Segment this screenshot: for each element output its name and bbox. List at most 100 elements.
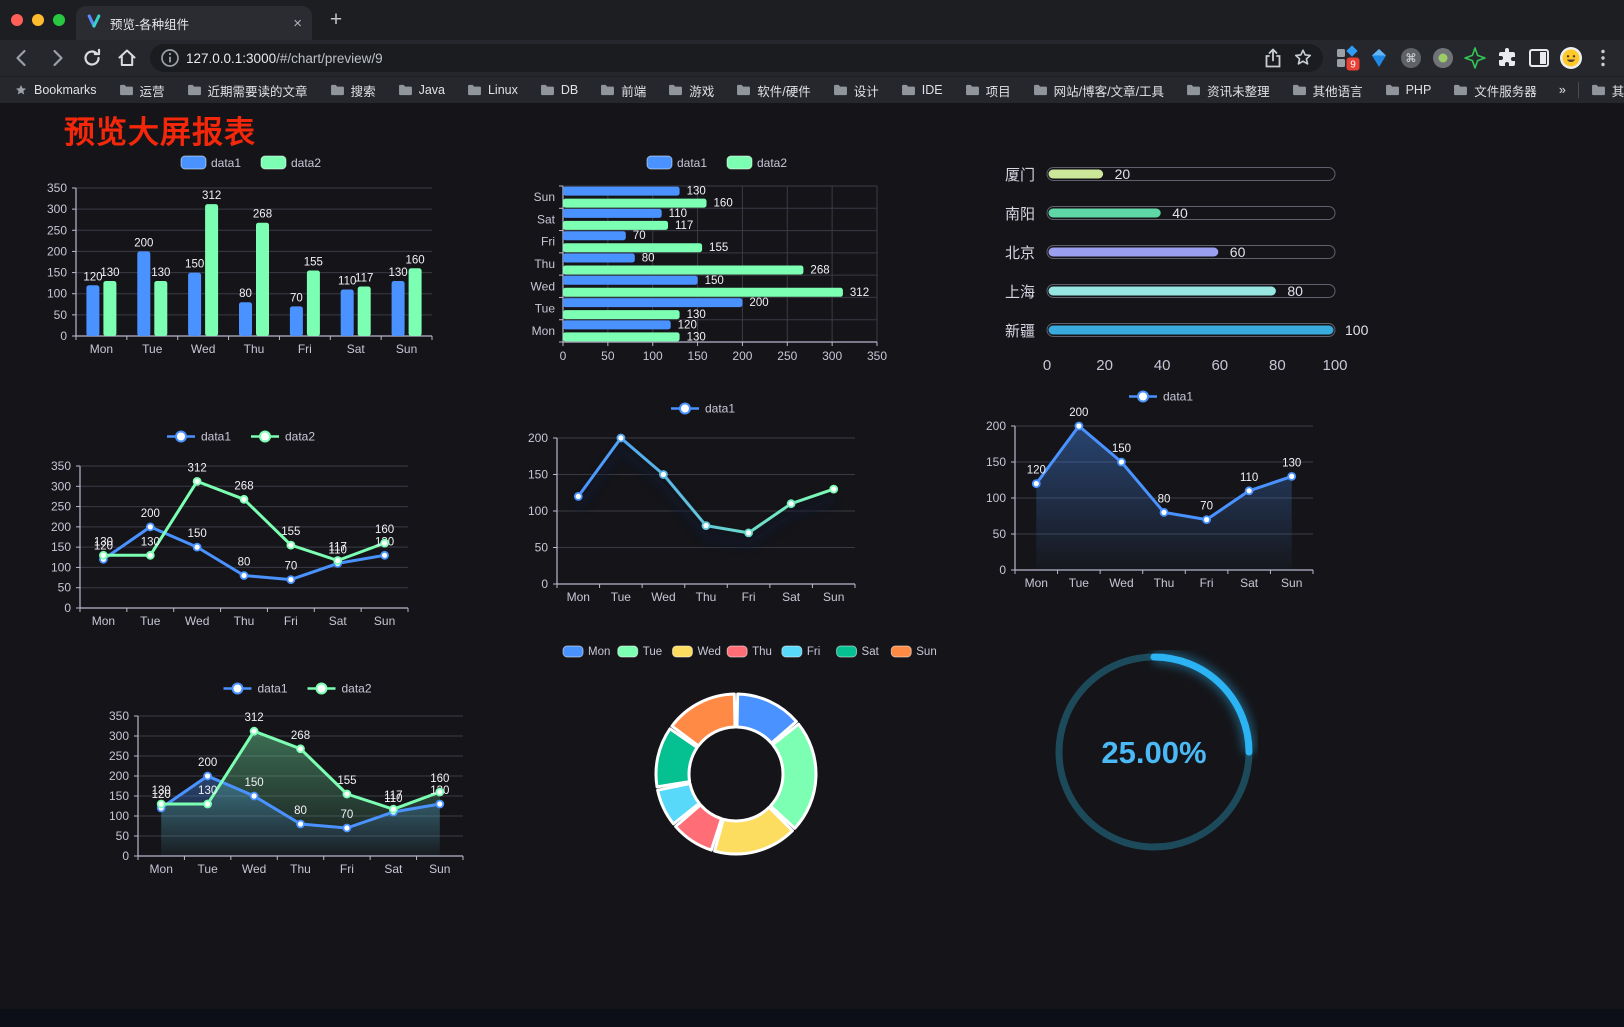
- site-info-icon[interactable]: [158, 46, 182, 70]
- svg-text:新疆: 新疆: [1005, 323, 1035, 340]
- bookmark-label: 运营: [139, 84, 165, 99]
- extensions-puzzle-icon[interactable]: [1494, 45, 1520, 71]
- command-extension-icon[interactable]: ⌘: [1398, 45, 1424, 71]
- svg-text:120: 120: [94, 540, 113, 552]
- donut-pie-chart[interactable]: Mon Tue Wed Thu Fri Sat Sun: [555, 638, 945, 890]
- svg-text:117: 117: [329, 542, 347, 554]
- svg-text:100: 100: [528, 504, 548, 518]
- bookmark-label: 项目: [985, 84, 1011, 99]
- browser-menu-icon[interactable]: [1590, 45, 1616, 71]
- bookmark-label: 搜索: [350, 84, 376, 99]
- bookmark-folder-7[interactable]: 游戏: [668, 81, 714, 100]
- multi-line-chart[interactable]: 0 50 100 150 200 250 300 350 Mon Tue Wed Thu Fri Sat S…: [42, 424, 437, 639]
- gem-extension-icon[interactable]: [1366, 45, 1392, 71]
- page-footer-strip: [0, 1009, 1624, 1027]
- bookmark-folder-11[interactable]: 项目: [965, 81, 1011, 100]
- profile-avatar[interactable]: [1558, 45, 1584, 71]
- bookmark-folder-3[interactable]: Java: [398, 83, 445, 97]
- progress-bar-chart[interactable]: 厦门 20 南阳 40 北京 60 上海 80 新疆 100 0 20 40 60 80 100: [985, 158, 1370, 380]
- bookmark-folder-9[interactable]: 设计: [833, 81, 879, 100]
- bookmark-folder-4[interactable]: Linux: [467, 83, 518, 97]
- svg-text:100: 100: [986, 491, 1006, 505]
- svg-text:厦门: 厦门: [1005, 167, 1035, 184]
- bookmark-folder-12[interactable]: 网站/博客/文章/工具: [1033, 81, 1164, 100]
- new-tab-button[interactable]: +: [329, 8, 343, 31]
- svg-text:110: 110: [384, 793, 402, 805]
- folder-icon: [1454, 84, 1468, 96]
- svg-text:120: 120: [83, 271, 102, 283]
- record-extension-icon[interactable]: [1430, 45, 1456, 71]
- dashboard-content: 预览大屏报表 0 50 100 150 200 250 300 350 Mon Tue Wed Thu…: [0, 103, 1624, 1027]
- bookmark-folder-1[interactable]: 近期需要读的文章: [187, 81, 308, 100]
- bookmark-star-icon[interactable]: [1291, 46, 1315, 70]
- tab-favicon-icon: [86, 13, 102, 34]
- url-host: 127.0.0.1:3000: [186, 50, 277, 66]
- multi-area-line-chart[interactable]: 0 50 100 150 200 250 300 350 Mon Tue Wed Thu Fri Sat S…: [100, 672, 495, 887]
- svg-text:155: 155: [337, 775, 356, 787]
- maximize-window-button[interactable]: [53, 14, 65, 26]
- svg-text:20: 20: [1096, 357, 1113, 374]
- svg-text:300: 300: [822, 349, 842, 363]
- other-bookmarks[interactable]: 其他书签: [1591, 81, 1624, 100]
- home-button[interactable]: [114, 45, 140, 71]
- green-star-extension-icon[interactable]: [1462, 45, 1488, 71]
- minimize-window-button[interactable]: [32, 14, 44, 26]
- bookmark-label: 游戏: [689, 84, 715, 99]
- forward-button[interactable]: [44, 45, 70, 71]
- side-panel-icon[interactable]: [1526, 45, 1552, 71]
- bookmark-folder-10[interactable]: IDE: [901, 83, 943, 97]
- bookmark-folder-13[interactable]: 资讯未整理: [1186, 81, 1270, 100]
- browser-tab[interactable]: 预览-各种组件 ×: [76, 6, 312, 40]
- folder-icon: [1187, 84, 1201, 96]
- bookmark-folder-6[interactable]: 前端: [600, 81, 646, 100]
- extension-grid-icon[interactable]: 9: [1334, 45, 1360, 71]
- bookmark-folder-5[interactable]: DB: [540, 83, 578, 97]
- svg-text:350: 350: [109, 709, 129, 723]
- tab-close-icon[interactable]: ×: [293, 14, 302, 32]
- bookmark-bookmarks[interactable]: Bookmarks: [14, 83, 97, 97]
- bookmark-label: 近期需要读的文章: [207, 84, 308, 99]
- progress-gauge[interactable]: 25.00%: [1053, 650, 1258, 858]
- address-bar[interactable]: 127.0.0.1:3000 /#/chart/preview/9: [150, 44, 1323, 72]
- svg-text:Sun: Sun: [374, 614, 395, 628]
- svg-text:Tue: Tue: [142, 342, 163, 356]
- svg-text:Thu: Thu: [290, 862, 311, 876]
- svg-text:130: 130: [388, 267, 407, 279]
- svg-text:Wed: Wed: [191, 342, 215, 356]
- folder-icon: [119, 84, 133, 96]
- svg-text:80: 80: [642, 253, 655, 265]
- area-line-chart[interactable]: 0 50 100 150 200 Mon Tue Wed Thu Fri Sat Sun 120 200 1…: [975, 386, 1375, 594]
- bookmark-label: 前端: [621, 84, 647, 99]
- bookmark-folder-0[interactable]: 运营: [119, 81, 165, 100]
- svg-text:Mon: Mon: [588, 646, 610, 658]
- svg-text:117: 117: [355, 273, 373, 285]
- svg-text:155: 155: [281, 526, 300, 538]
- share-icon[interactable]: [1261, 46, 1285, 70]
- back-button[interactable]: [9, 45, 35, 71]
- svg-text:50: 50: [993, 527, 1007, 541]
- svg-text:150: 150: [47, 266, 67, 280]
- svg-text:Thu: Thu: [534, 257, 555, 271]
- bookmark-folder-8[interactable]: 软件/硬件: [736, 81, 811, 100]
- bookmark-folder-15[interactable]: PHP: [1385, 83, 1431, 97]
- svg-text:80: 80: [1158, 493, 1171, 505]
- bookmarks-overflow-chevron[interactable]: »: [1558, 83, 1566, 97]
- reload-button[interactable]: [79, 45, 105, 71]
- gradient-line-chart[interactable]: 0 50 100 150 200 Mon Tue Wed Thu Fri Sat Sun data1: [505, 396, 900, 608]
- folder-icon: [737, 84, 751, 96]
- svg-text:130: 130: [198, 785, 217, 797]
- svg-text:312: 312: [188, 462, 207, 474]
- horizontal-bar-chart[interactable]: 0 50 100 150 200 250 300 350 Sun 130 160 Sat 110 117 F…: [505, 150, 905, 365]
- svg-text:150: 150: [688, 349, 708, 363]
- svg-text:100: 100: [643, 349, 663, 363]
- bookmark-folder-2[interactable]: 搜索: [330, 81, 376, 100]
- svg-text:110: 110: [329, 544, 347, 556]
- svg-text:50: 50: [116, 829, 130, 843]
- grouped-bar-chart[interactable]: 0 50 100 150 200 250 300 350 Mon Tue Wed Thu Fri Sat S…: [40, 150, 440, 362]
- close-window-button[interactable]: [11, 14, 23, 26]
- svg-text:160: 160: [714, 198, 733, 210]
- bookmark-folder-14[interactable]: 其他语言: [1292, 81, 1363, 100]
- svg-text:Sat: Sat: [384, 862, 403, 876]
- folder-icon: [965, 84, 979, 96]
- bookmark-folder-16[interactable]: 文件服务器: [1453, 81, 1537, 100]
